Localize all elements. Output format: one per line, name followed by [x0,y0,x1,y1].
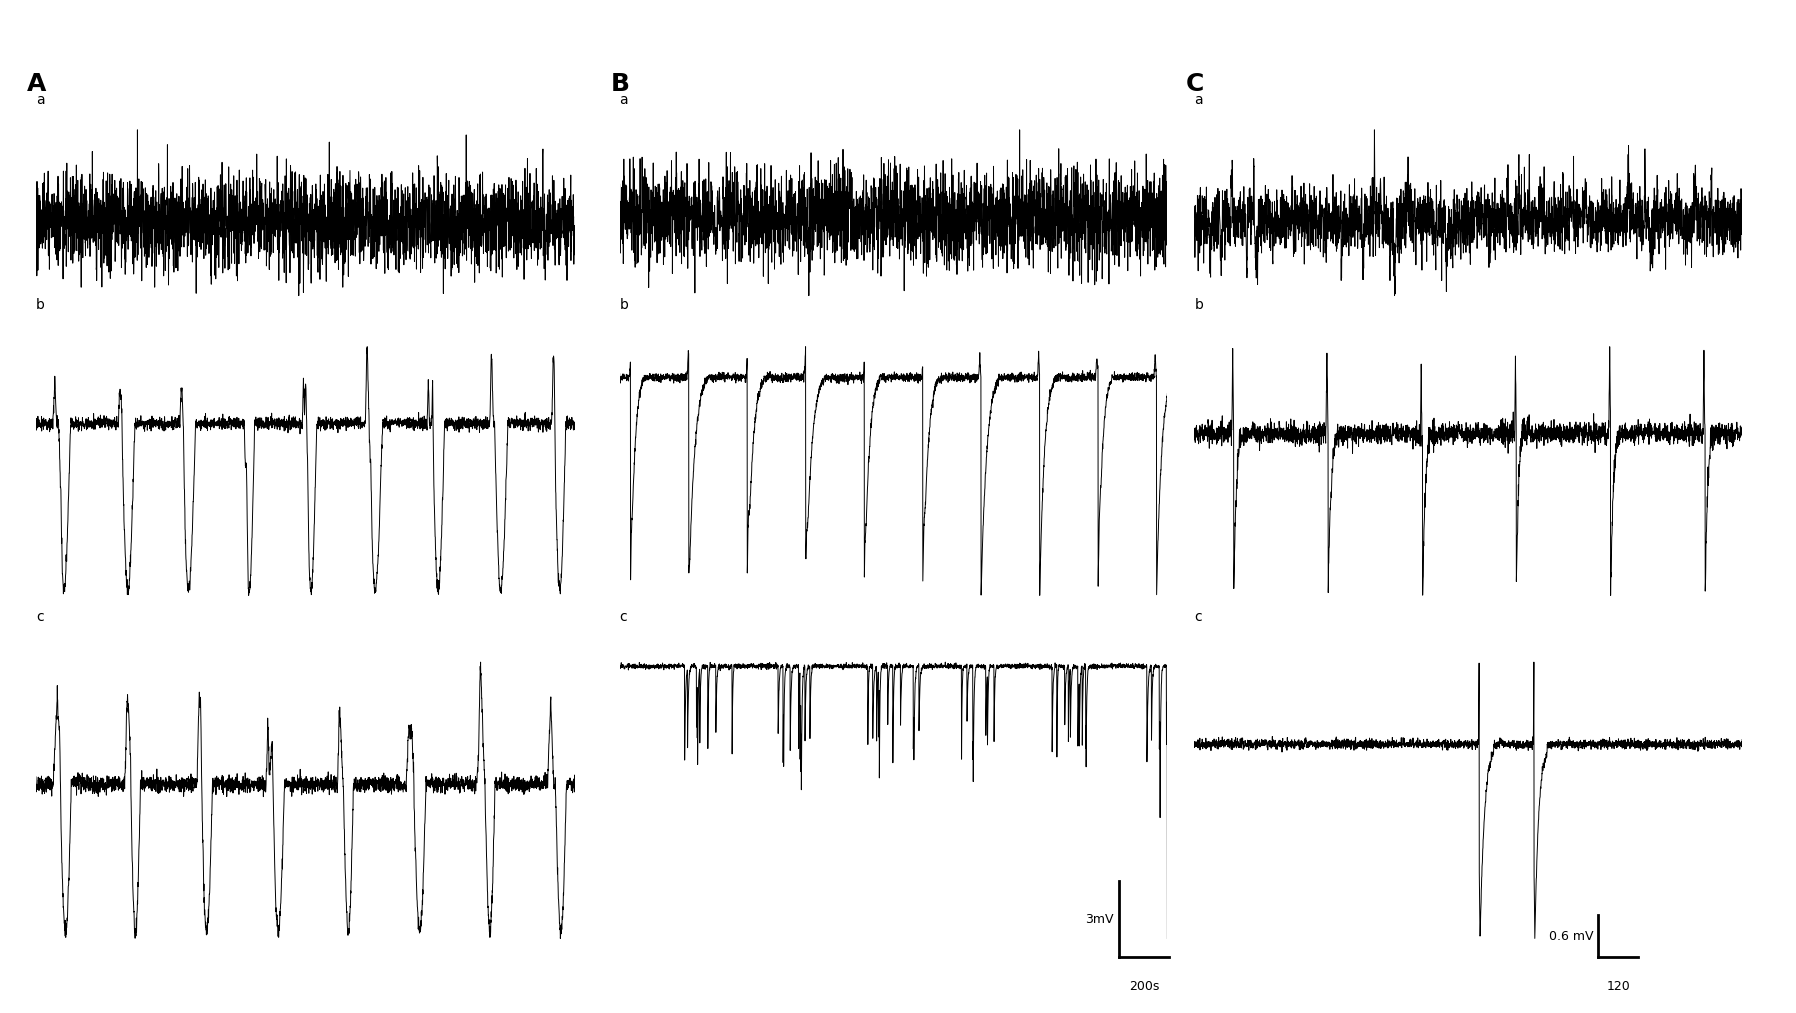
Text: 200s: 200s [1130,980,1158,993]
Text: c: c [620,610,627,624]
Text: 0.6 mV: 0.6 mV [1548,930,1593,942]
Text: c: c [36,610,43,624]
Text: 3mV: 3mV [1085,913,1114,926]
Text: a: a [36,93,45,107]
Text: c: c [1194,610,1202,624]
Text: a: a [620,93,629,107]
Text: b: b [36,299,45,312]
Text: 120: 120 [1606,980,1631,993]
Text: C: C [1185,72,1203,96]
Text: a: a [1194,93,1203,107]
Text: b: b [1194,299,1203,312]
Text: A: A [27,72,47,96]
Text: b: b [620,299,629,312]
Text: B: B [611,72,630,96]
